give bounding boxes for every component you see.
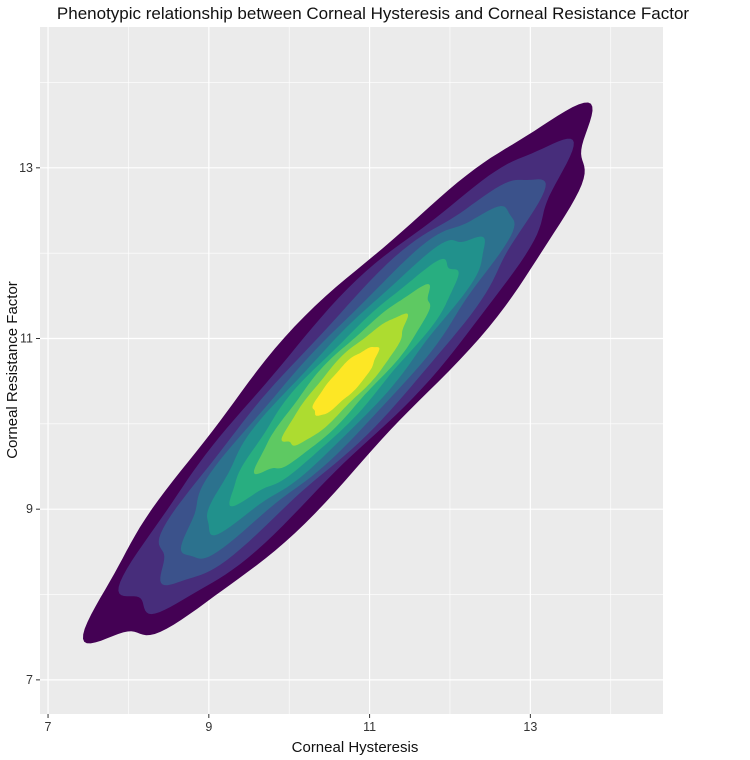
x-tick-label: 11 [363, 720, 376, 734]
chart-title: Phenotypic relationship between Corneal … [57, 4, 690, 23]
y-tick-label: 13 [19, 161, 33, 175]
grid-lines [40, 27, 663, 714]
y-tick-label: 11 [20, 331, 33, 345]
x-tick-label: 7 [45, 720, 52, 734]
x-tick-label: 13 [523, 720, 537, 734]
x-axis-title: Corneal Hysteresis [292, 739, 419, 756]
axis-ticks: 7 9 11 13 7 9 11 13 [19, 161, 537, 734]
y-tick-label: 9 [26, 502, 33, 516]
x-tick-label: 9 [205, 720, 212, 734]
y-axis-title: Corneal Resistance Factor [4, 281, 21, 459]
density-contours [83, 102, 593, 644]
y-tick-label: 7 [26, 673, 33, 687]
density-level-9 [312, 347, 380, 416]
